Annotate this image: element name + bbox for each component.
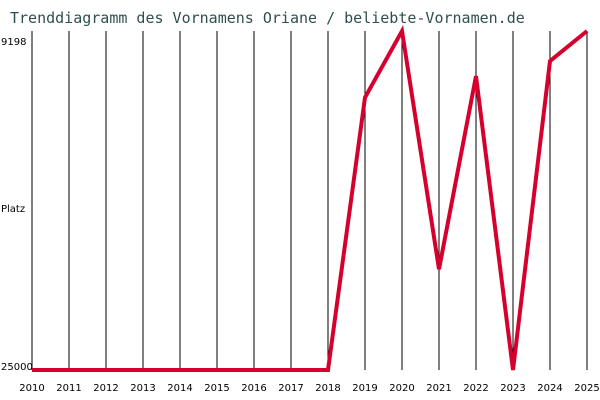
y-tick-label: 9198 [1,37,26,48]
x-tick-label: 2022 [463,383,488,394]
x-tick-label: 2019 [352,383,377,394]
x-tick-label: 2018 [315,383,340,394]
series-group [31,24,589,372]
x-tick-label: 2021 [426,383,451,394]
x-tick-label: 2020 [389,383,414,394]
x-tick-label: 2015 [204,383,229,394]
x-tick-label: 2013 [130,383,155,394]
x-tick-label: 2011 [56,383,81,394]
chart-title: Trenddiagramm des Vornamens Oriane / bel… [10,9,525,27]
x-axis-ticks: 2010 2011 2012 2013 2014 2015 2016 2017 2018 2019… [19,383,599,394]
x-tick-label: 2014 [167,383,192,394]
x-tick-label: 2023 [500,383,525,394]
y-tick-label: 25000 [1,362,33,373]
series-line [32,24,589,372]
x-tick-label: 2010 [19,383,44,394]
y-axis-label: Platz [1,204,25,215]
x-tick-label: 2012 [93,383,118,394]
x-tick-label: 2024 [537,383,562,394]
y-axis-ticks: 9198 25000 [1,37,33,373]
grid-lines [31,31,588,370]
x-tick-label: 2017 [278,383,303,394]
x-tick-label: 2016 [241,383,266,394]
x-tick-label: 2025 [574,383,599,394]
